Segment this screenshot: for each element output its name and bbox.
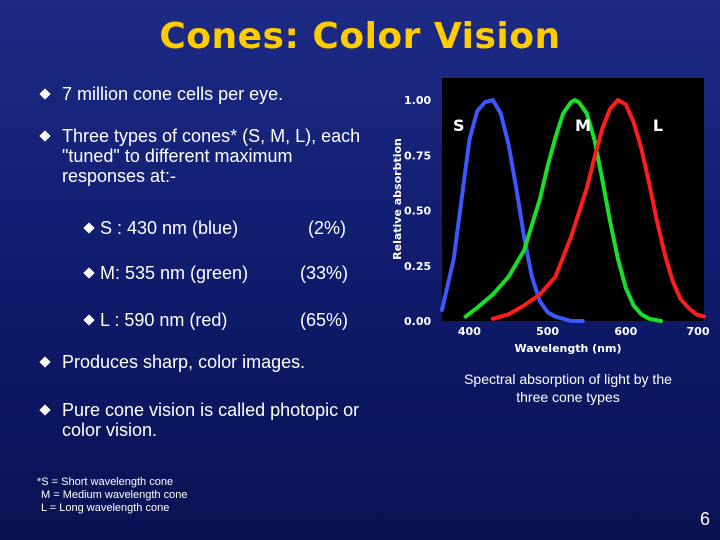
footnote-m: M = Medium wavelength cone — [41, 489, 188, 501]
diamond-bullet-icon — [38, 87, 53, 102]
y-axis-label: Relative absorbtion — [391, 138, 404, 260]
bullet-three-types: Three types of cones* (S, M, L), each "t… — [62, 126, 361, 186]
diamond-bullet-icon — [82, 221, 97, 236]
absorption-chart: S M L 0.00 0.25 0.50 0.75 1.00 400 500 600 700 Rel… — [388, 78, 710, 360]
chart-caption: Spectral absorption of light by the thre… — [464, 371, 672, 405]
y-tick-label: 0.50 — [404, 205, 431, 218]
diamond-bullet-icon — [38, 403, 53, 418]
cone-s-label: S : 430 nm (blue) — [100, 218, 239, 238]
series-label-l: L — [653, 116, 663, 135]
slide-title: Cones: Color Vision — [159, 16, 561, 57]
bullet-cone-count: 7 million cone cells per eye. — [62, 84, 284, 104]
series-label-s: S — [453, 116, 465, 135]
footnote-l: L = Long wavelength cone — [41, 502, 170, 514]
y-tick-label: 0.75 — [404, 149, 431, 162]
bullet-photopic: Pure cone vision is called photopic or c… — [62, 400, 360, 440]
y-tick-label: 0.00 — [404, 315, 431, 328]
cone-l-label: L : 590 nm (red) — [100, 310, 228, 330]
cone-m-label: M: 535 nm (green) — [100, 263, 249, 283]
diamond-bullet-icon — [38, 129, 53, 144]
series-line-l — [490, 98, 706, 321]
series-label-m: M — [575, 116, 591, 135]
cone-l-percent: (65%) — [300, 310, 349, 330]
y-tick-label: 0.25 — [404, 260, 431, 273]
footnote-s: *S = Short wavelength cone — [37, 476, 174, 488]
diamond-bullet-icon — [38, 355, 53, 370]
plot-area — [442, 78, 704, 321]
page-number: 6 — [700, 509, 711, 529]
x-tick-label: 600 — [614, 325, 637, 338]
x-tick-label: 400 — [458, 325, 481, 338]
cone-s-percent: (2%) — [308, 218, 347, 238]
x-axis-label: Wavelength (nm) — [515, 342, 622, 355]
x-tick-label: 700 — [687, 325, 710, 338]
absorption-chart-svg: S M L 0.00 0.25 0.50 0.75 1.00 400 500 600 700 Rel… — [391, 78, 710, 355]
diamond-bullet-icon — [82, 266, 97, 281]
y-tick-label: 1.00 — [404, 94, 431, 107]
series-line-m — [463, 98, 663, 323]
cone-m-percent: (33%) — [300, 263, 349, 283]
diamond-bullet-icon — [82, 313, 97, 328]
bullet-sharp-images: Produces sharp, color images. — [62, 352, 306, 372]
series-line-s — [440, 98, 585, 323]
x-tick-label: 500 — [536, 325, 559, 338]
